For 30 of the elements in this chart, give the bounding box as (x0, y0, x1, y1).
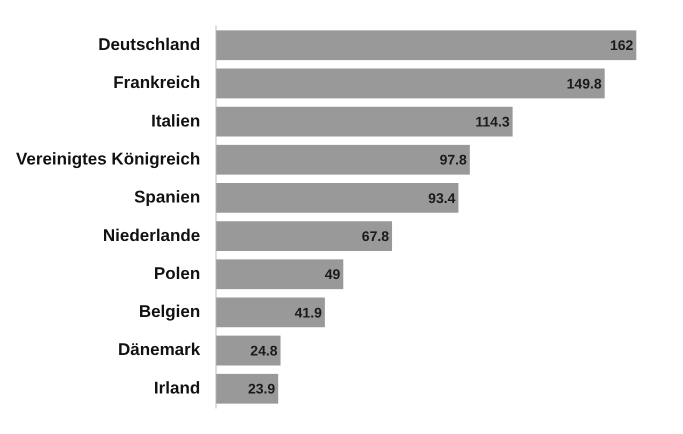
data-label: 149.8 (566, 75, 602, 92)
data-label: 67.8 (362, 228, 390, 244)
y-tick-label: Italien (151, 111, 200, 130)
bar (216, 30, 636, 60)
data-label: 49 (324, 266, 340, 282)
y-tick-label: Spanien (134, 188, 200, 207)
bar (216, 68, 605, 98)
y-tick-label: Polen (154, 264, 200, 283)
bar (216, 106, 513, 136)
y-tick-label: Irland (154, 378, 200, 398)
y-tick-label: Vereinigtes Königreich (16, 149, 200, 168)
y-tick-label: Deutschland (98, 34, 200, 54)
data-label: 41.9 (294, 304, 322, 320)
bar (216, 336, 281, 366)
bar (216, 221, 392, 251)
data-label: 23.9 (248, 380, 276, 397)
data-label: 93.4 (428, 190, 456, 206)
bar (216, 298, 325, 328)
bar (216, 259, 344, 290)
y-tick-label: Belgien (138, 302, 200, 322)
data-label: 114.3 (475, 113, 510, 130)
data-label: 162 (610, 37, 634, 54)
bar (216, 144, 470, 175)
bar (216, 183, 458, 213)
y-tick-label: Frankreich (113, 73, 200, 92)
data-label: 24.8 (250, 342, 278, 358)
y-tick-label: Dänemark (118, 340, 201, 360)
y-tick-label: Niederlande (102, 226, 200, 245)
bar (216, 374, 278, 404)
data-label: 97.8 (440, 152, 468, 168)
